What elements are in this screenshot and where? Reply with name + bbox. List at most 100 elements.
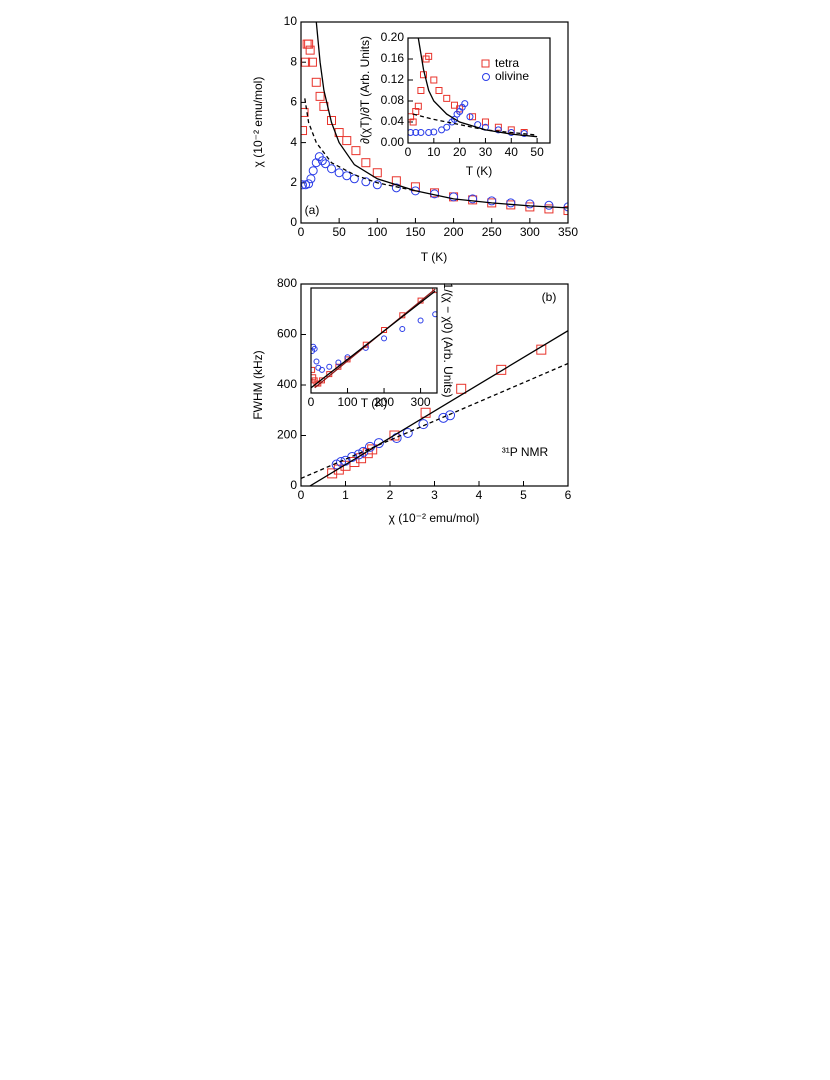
y-tick-label: 8 <box>290 54 297 68</box>
marker <box>402 427 413 438</box>
fit-line <box>304 98 416 192</box>
legend-marker <box>481 59 490 68</box>
marker <box>381 335 388 342</box>
marker <box>430 128 438 136</box>
marker <box>399 325 406 332</box>
marker <box>308 166 318 176</box>
y-axis-label: 1/(χ − χ0) (Arb. Units) <box>441 283 455 398</box>
x-tick-label: 0 <box>298 225 305 239</box>
x-tick-label: 6 <box>565 488 572 502</box>
marker <box>418 419 429 430</box>
marker <box>349 174 359 184</box>
marker <box>326 363 333 370</box>
marker <box>342 171 352 181</box>
marker <box>334 168 344 178</box>
marker <box>317 156 327 166</box>
x-tick-label: 200 <box>444 225 464 239</box>
legend-label: tetra <box>495 56 519 70</box>
y-tick-label: 10 <box>284 14 298 28</box>
axes-frame <box>310 287 438 394</box>
marker <box>311 345 318 352</box>
marker <box>304 179 314 189</box>
marker <box>373 438 384 449</box>
panel: 0 1 2 3 4 5 6 0 200 400 600 800 χ (10⁻² emu/mol) FWHM… <box>251 276 571 525</box>
marker <box>409 118 417 126</box>
marker <box>311 158 321 168</box>
y-axis-label: χ (10⁻² emu/mol) <box>251 77 265 168</box>
legend-label: olivine <box>495 69 529 83</box>
x-tick-label: 10 <box>427 145 441 159</box>
marker <box>327 115 337 125</box>
x-tick-label: 100 <box>338 395 358 409</box>
marker <box>311 377 318 384</box>
marker <box>435 87 443 94</box>
panel: 0 100 200 300 T (K) 1/(χ − χ0) (Arb. Units) <box>308 283 455 411</box>
x-tick-label: 350 <box>558 225 578 239</box>
x-tick-label: 1 <box>342 488 349 502</box>
y-tick-label: 0.08 <box>381 93 405 107</box>
x-tick-label: 50 <box>530 145 544 159</box>
marker <box>408 129 415 136</box>
x-tick-label: 4 <box>476 488 483 502</box>
marker <box>333 464 344 475</box>
marker <box>361 177 371 187</box>
fit-line <box>315 22 568 209</box>
y-tick-label: 400 <box>277 377 297 391</box>
marker <box>417 317 424 324</box>
marker <box>494 126 502 134</box>
marker <box>461 100 469 108</box>
axes-frame <box>300 283 569 487</box>
marker <box>307 57 317 67</box>
x-tick-label: 150 <box>405 225 425 239</box>
y-tick-label: 800 <box>277 276 297 290</box>
data-layer <box>311 288 437 389</box>
marker <box>443 123 451 131</box>
y-tick-label: 0 <box>290 215 297 229</box>
x-tick-label: 5 <box>520 488 527 502</box>
marker <box>563 206 568 216</box>
x-tick-label: 40 <box>505 145 519 159</box>
fit-line <box>311 290 436 389</box>
marker <box>481 118 489 126</box>
marker <box>311 374 317 381</box>
marker <box>525 202 535 212</box>
x-tick-label: 3 <box>431 488 438 502</box>
marker <box>449 192 459 202</box>
marker <box>361 158 371 168</box>
marker <box>456 383 467 394</box>
x-axis-label: T (K) <box>421 250 447 264</box>
x-tick-label: 2 <box>387 488 394 502</box>
marker <box>389 430 400 441</box>
marker <box>544 204 554 214</box>
marker <box>494 123 502 131</box>
marker <box>414 102 422 110</box>
y-tick-label: 2 <box>290 175 297 189</box>
y-tick-label: 0.12 <box>381 72 405 86</box>
y-tick-label: 0.16 <box>381 51 405 65</box>
marker <box>469 113 477 121</box>
marker <box>438 412 449 423</box>
fit-line <box>309 330 568 486</box>
x-axis-label: χ (10⁻² emu/mol) <box>389 511 480 525</box>
marker <box>372 180 382 190</box>
x-tick-label: 50 <box>332 225 346 239</box>
x-tick-label: 20 <box>453 145 467 159</box>
marker <box>381 327 388 333</box>
x-tick-label: 0 <box>308 395 315 409</box>
data-layer <box>408 38 538 138</box>
annotation: (a) <box>305 203 320 217</box>
marker <box>430 76 438 84</box>
marker <box>311 366 316 373</box>
marker <box>525 199 535 209</box>
fit-line <box>417 38 538 138</box>
marker <box>496 364 507 375</box>
marker <box>305 45 315 55</box>
axes-frame <box>300 21 569 224</box>
marker <box>327 164 337 174</box>
marker <box>301 180 308 190</box>
marker <box>301 126 308 136</box>
y-axis-label: ∂(χT)/∂T (Arb. Units) <box>358 36 372 144</box>
legend-marker <box>482 73 490 81</box>
y-tick-label: 0 <box>290 478 297 492</box>
